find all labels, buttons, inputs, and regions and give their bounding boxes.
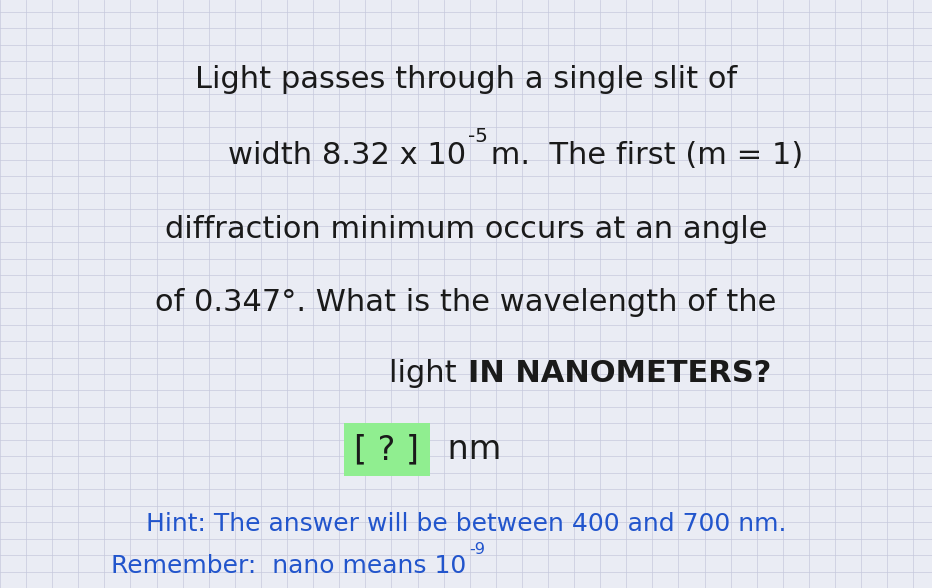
Text: Remember:  nano means 10: Remember: nano means 10 xyxy=(111,554,466,577)
Text: Light passes through a single slit of: Light passes through a single slit of xyxy=(195,65,737,94)
Text: light: light xyxy=(389,359,466,388)
Text: diffraction minimum occurs at an angle: diffraction minimum occurs at an angle xyxy=(165,215,767,244)
Text: of 0.347°. What is the wavelength of the: of 0.347°. What is the wavelength of the xyxy=(156,288,776,318)
Text: Hint: The answer will be between 400 and 700 nm.: Hint: The answer will be between 400 and… xyxy=(145,513,787,536)
Text: [ ? ]: [ ? ] xyxy=(354,433,419,466)
Text: m.  The first (m = 1): m. The first (m = 1) xyxy=(481,141,803,171)
Text: IN NANOMETERS?: IN NANOMETERS? xyxy=(468,359,772,388)
Text: nm: nm xyxy=(437,433,501,466)
Text: width 8.32 x 10: width 8.32 x 10 xyxy=(228,141,466,171)
Text: -5: -5 xyxy=(468,127,487,146)
FancyBboxPatch shape xyxy=(344,423,430,476)
Text: -9: -9 xyxy=(469,542,485,557)
